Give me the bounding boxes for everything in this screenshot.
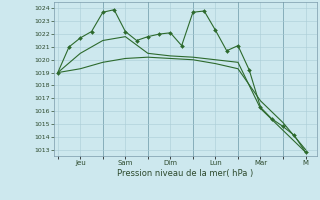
- X-axis label: Pression niveau de la mer( hPa ): Pression niveau de la mer( hPa ): [117, 169, 254, 178]
